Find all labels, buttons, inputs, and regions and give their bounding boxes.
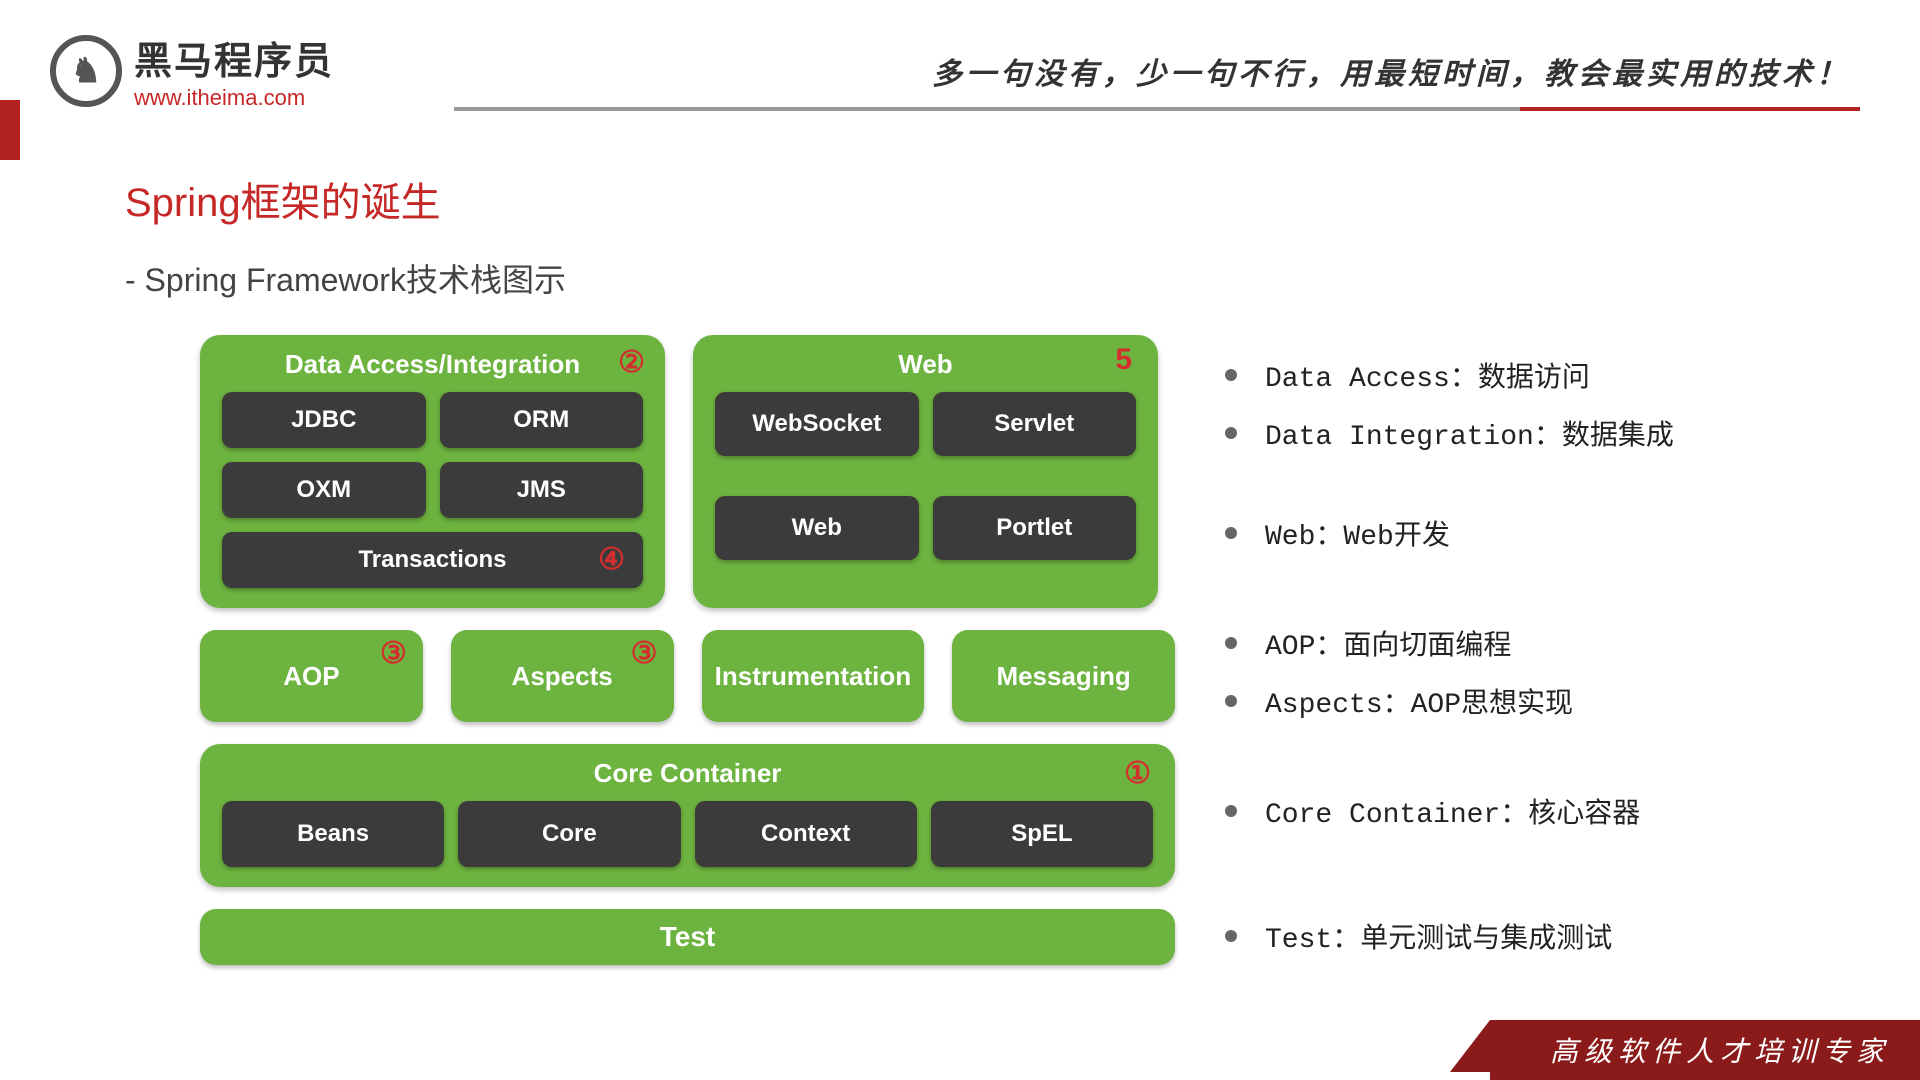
chip-servlet: Servlet bbox=[933, 392, 1137, 456]
chip-jdbc: JDBC bbox=[222, 392, 426, 448]
marker-2-icon: ② bbox=[618, 345, 645, 380]
marker-4-icon: ④ bbox=[598, 542, 625, 577]
legend-aop: AOP：面向切面编程 bbox=[1225, 623, 1825, 663]
logo-cn-text: 黑马程序员 bbox=[134, 30, 334, 85]
chip-web: Web bbox=[715, 496, 919, 560]
logo: ♞ 黑马程序员 www.itheima.com bbox=[50, 30, 334, 111]
header-rule bbox=[454, 107, 1860, 111]
legend-aspects: Aspects：AOP思想实现 bbox=[1225, 681, 1825, 721]
spring-diagram: Data Access/Integration ② JDBC ORM OXM J… bbox=[200, 335, 1175, 987]
web-panel: Web 5 WebSocket Servlet Web Portlet bbox=[693, 335, 1158, 608]
data-access-title: Data Access/Integration bbox=[222, 349, 643, 380]
marker-3b-icon: ③ bbox=[631, 636, 658, 671]
chip-transactions: Transactions ④ bbox=[222, 532, 643, 588]
logo-url-text: www.itheima.com bbox=[134, 85, 334, 111]
slogan-text: 多一句没有，少一句不行，用最短时间，教会最实用的技术！ bbox=[454, 49, 1860, 93]
footer-banner: 高级软件人才培训专家 bbox=[1490, 1020, 1920, 1080]
messaging-panel: Messaging bbox=[952, 630, 1175, 722]
chip-oxm: OXM bbox=[222, 462, 426, 518]
chip-transactions-label: Transactions bbox=[358, 546, 506, 574]
subtitle: - Spring Framework技术栈图示 bbox=[125, 255, 566, 301]
header: ♞ 黑马程序员 www.itheima.com 多一句没有，少一句不行，用最短时… bbox=[50, 30, 1860, 111]
chip-jms: JMS bbox=[440, 462, 644, 518]
marker-1-icon: ① bbox=[1124, 756, 1151, 791]
core-panel: Core Container ① Beans Core Context SpEL bbox=[200, 744, 1175, 887]
legend-test: Test：单元测试与集成测试 bbox=[1225, 916, 1825, 956]
chip-context: Context bbox=[695, 801, 917, 867]
legend-core: Core Container：核心容器 bbox=[1225, 791, 1825, 831]
legend-data-integration: Data Integration：数据集成 bbox=[1225, 413, 1825, 453]
accent-stripe bbox=[0, 100, 20, 160]
legend-data-access: Data Access：数据访问 bbox=[1225, 355, 1825, 395]
horse-icon: ♞ bbox=[50, 35, 122, 107]
marker-3a-icon: ③ bbox=[380, 636, 407, 671]
aspects-label: Aspects bbox=[512, 661, 613, 692]
data-access-panel: Data Access/Integration ② JDBC ORM OXM J… bbox=[200, 335, 665, 608]
test-panel: Test bbox=[200, 909, 1175, 965]
aop-label: AOP bbox=[283, 661, 339, 692]
marker-5-icon: 5 bbox=[1115, 343, 1132, 377]
chip-spel: SpEL bbox=[931, 801, 1153, 867]
chip-websocket: WebSocket bbox=[715, 392, 919, 456]
chip-core: Core bbox=[458, 801, 680, 867]
chip-beans: Beans bbox=[222, 801, 444, 867]
chip-orm: ORM bbox=[440, 392, 644, 448]
web-title: Web bbox=[715, 349, 1136, 380]
instrumentation-panel: Instrumentation bbox=[702, 630, 925, 722]
page-title: Spring框架的诞生 bbox=[125, 170, 441, 228]
legend-web: Web：Web开发 bbox=[1225, 513, 1825, 553]
legend: Data Access：数据访问 Data Integration：数据集成 W… bbox=[1225, 355, 1825, 1026]
aop-panel: AOP ③ bbox=[200, 630, 423, 722]
chip-portlet: Portlet bbox=[933, 496, 1137, 560]
aspects-panel: Aspects ③ bbox=[451, 630, 674, 722]
core-title: Core Container bbox=[222, 758, 1153, 789]
